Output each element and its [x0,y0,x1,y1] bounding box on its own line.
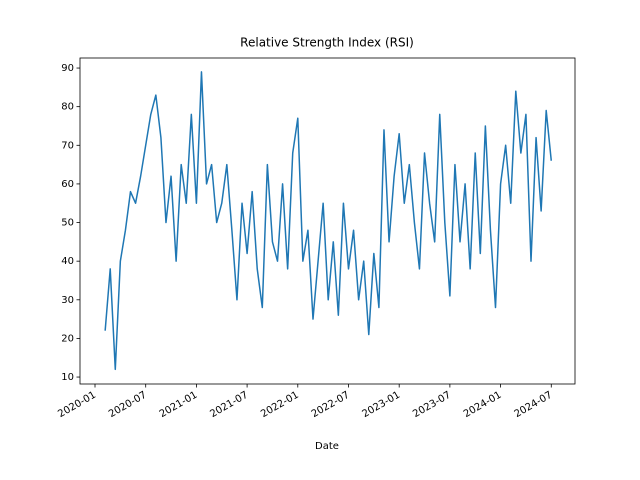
y-tick-label: 30 [61,295,74,306]
x-axis-label: Date [315,441,339,452]
y-tick-label: 10 [61,372,74,383]
y-tick-label: 60 [61,179,74,190]
y-tick-label: 70 [61,140,74,151]
y-tick-label: 50 [61,218,74,229]
y-tick-label: 20 [61,333,74,344]
y-tick-label: 40 [61,256,74,267]
chart-title: Relative Strength Index (RSI) [240,36,414,50]
y-tick-label: 80 [61,102,74,113]
y-tick-label: 90 [61,63,74,74]
rsi-line [104,71,553,371]
axes-frame [79,57,576,385]
